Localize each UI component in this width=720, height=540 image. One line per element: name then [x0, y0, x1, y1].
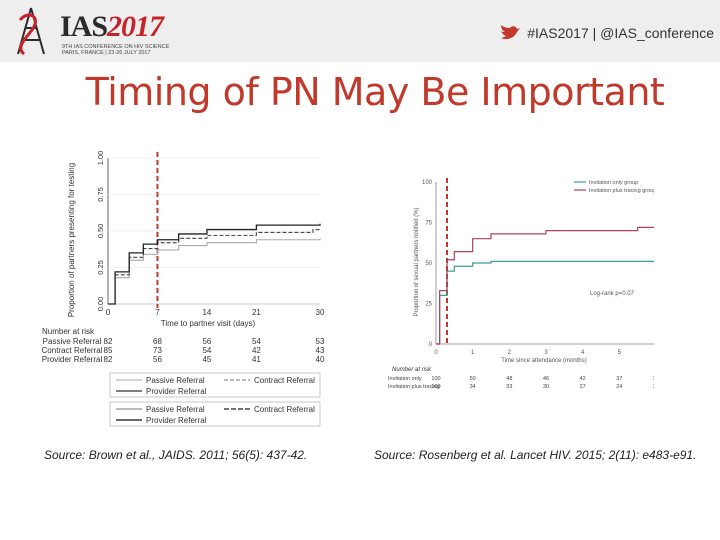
- left-risk-value: 73: [153, 346, 162, 355]
- logo-subtitle: 9TH IAS CONFERENCE ON HIV SCIENCE: [62, 44, 170, 50]
- left-risk-value: 56: [153, 355, 162, 364]
- left-risk-value: 82: [104, 355, 113, 364]
- logo-main: IAS: [60, 10, 108, 43]
- right-series-line-1: [436, 260, 654, 345]
- left-risk-value: 42: [252, 346, 261, 355]
- left-risk-value: 54: [202, 346, 211, 355]
- right-y-tick-label: 25: [425, 302, 432, 308]
- right-x-tick-label: 5: [618, 350, 622, 356]
- right-x-tick-label: 4: [581, 350, 585, 356]
- right-risk-value: 30: [543, 384, 549, 390]
- right-risk-value: 50: [470, 376, 476, 382]
- right-risk-value: 37: [616, 376, 622, 382]
- bird-icon: [501, 25, 521, 40]
- right-risk-row-label: Invitation only: [388, 376, 422, 382]
- left-x-tick-label: 14: [202, 308, 211, 317]
- left-series-line-3: [108, 223, 321, 305]
- right-annotation: Log-rank p=0.07: [590, 291, 635, 297]
- right-series-line-2: [436, 226, 654, 345]
- left-x-axis-label: Time to partner visit (days): [161, 319, 256, 328]
- eiffel-ribbon-logo-icon: [17, 7, 45, 56]
- logo-wordmark: IAS2017: [60, 10, 164, 44]
- slide-title: Timing of PN May Be Important: [85, 70, 665, 114]
- social-text: #IAS2017 | @IAS_conference: [527, 25, 714, 41]
- right-risk-value: 24: [616, 384, 622, 390]
- slide-header: IAS2017 9TH IAS CONFERENCE ON HIV SCIENC…: [0, 0, 720, 62]
- right-risk-header: Number at risk: [392, 367, 432, 373]
- right-risk-value: 31: [653, 376, 654, 382]
- left-legend-label: Contract Referral: [254, 376, 315, 385]
- left-legend-label: Passive Referral: [146, 376, 205, 385]
- left-risk-value: 82: [104, 337, 113, 346]
- left-risk-header: Number at risk: [42, 327, 95, 336]
- left-legend-label: Provider Referral: [146, 416, 207, 425]
- right-risk-value: 42: [580, 376, 586, 382]
- right-x-tick-label: 1: [471, 350, 475, 356]
- left-series-line-1: [108, 238, 321, 305]
- right-y-tick-label: 0: [429, 342, 433, 348]
- right-risk-value: 34: [470, 384, 476, 390]
- right-legend-label: Invitation plus tracing group: [589, 188, 654, 194]
- right-y-tick-label: 50: [425, 261, 432, 267]
- left-risk-row-label: Passive Referral: [43, 337, 102, 346]
- left-y-tick-label: 0.50: [96, 224, 105, 239]
- logo-year: 2017: [107, 10, 164, 43]
- right-x-axis-label: Time since attendance (months): [501, 358, 586, 364]
- left-legend-box-a: [109, 372, 321, 398]
- right-risk-value: 100: [431, 384, 440, 390]
- left-risk-value: 85: [104, 346, 113, 355]
- right-risk-row-label: Invitation plus tracing: [388, 384, 440, 390]
- left-risk-value: 68: [153, 337, 162, 346]
- left-series-line-2: [108, 228, 321, 305]
- logo-dates: PARIS, FRANCE | 23-26 JULY 2017: [62, 50, 151, 56]
- left-risk-value: 54: [252, 337, 261, 346]
- left-chart: 0 7 14 21 30 0.00 0.25 0.50 0.75 1.00 Proportion …: [42, 151, 325, 427]
- left-risk-value: 53: [316, 337, 325, 346]
- left-legend-label: Passive Referral: [146, 405, 205, 414]
- left-risk-value: 45: [202, 355, 211, 364]
- right-x-tick-label: 0: [434, 350, 438, 356]
- right-y-tick-label: 75: [425, 221, 432, 227]
- left-x-tick-label: 30: [316, 308, 325, 317]
- right-chart: 01234560255075100 Proportion of sexual p…: [388, 178, 654, 390]
- source-right: Source: Rosenberg et al. Lancet HIV. 201…: [374, 448, 697, 462]
- left-x-tick-label: 0: [106, 308, 111, 317]
- right-y-tick-label: 100: [422, 180, 433, 186]
- left-risk-row-label: Contract Referral: [42, 346, 103, 355]
- left-x-tick-label: 21: [252, 308, 261, 317]
- left-y-tick-label: 0.25: [96, 260, 105, 275]
- right-risk-value: 100: [431, 376, 440, 382]
- left-x-tick-label: 7: [155, 308, 160, 317]
- right-y-axis-label: Proportion of sexual partners notified (…: [414, 207, 420, 316]
- left-risk-row-label: Provider Referral: [42, 355, 103, 364]
- left-risk-value: 41: [252, 355, 261, 364]
- left-y-axis-label: Proportion of partners presenting for te…: [67, 163, 76, 317]
- left-risk-value: 40: [316, 355, 325, 364]
- right-risk-value: 46: [543, 376, 549, 382]
- right-legend-label: Invitation only group: [589, 180, 638, 186]
- left-y-tick-label: 1.00: [96, 151, 105, 166]
- left-y-tick-label: 0.75: [96, 187, 105, 202]
- right-x-tick-label: 3: [544, 350, 548, 356]
- right-risk-value: 33: [506, 384, 512, 390]
- source-left: Source: Brown et al., JAIDS. 2011; 56(5)…: [44, 448, 308, 462]
- left-risk-value: 56: [202, 337, 211, 346]
- left-legend-label: Provider Referral: [146, 387, 207, 396]
- left-risk-value: 43: [316, 346, 325, 355]
- right-x-tick-label: 2: [508, 350, 512, 356]
- right-risk-value: 48: [506, 376, 512, 382]
- left-legend-label: Contract Referral: [254, 405, 315, 414]
- conference-logo: IAS2017 9TH IAS CONFERENCE ON HIV SCIENC…: [8, 6, 188, 56]
- right-risk-value: 27: [580, 384, 586, 390]
- social-hashtag: #IAS2017 | @IAS_conference: [499, 24, 714, 42]
- left-legend-box-b: [109, 401, 321, 427]
- right-risk-value: 20: [653, 384, 654, 390]
- left-y-tick-label: 0.00: [96, 297, 105, 312]
